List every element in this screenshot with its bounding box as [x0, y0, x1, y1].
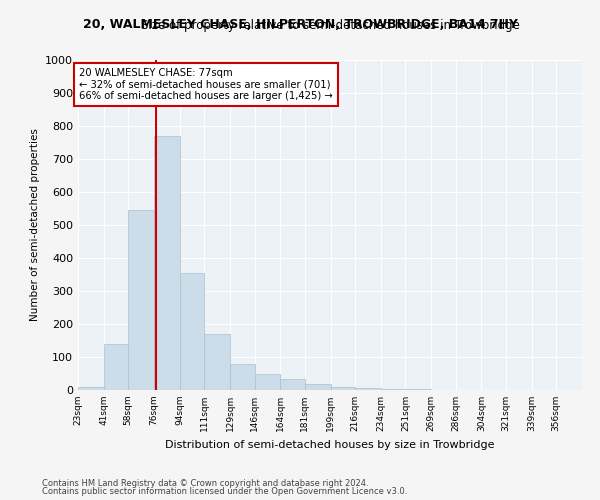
Text: Contains HM Land Registry data © Crown copyright and database right 2024.: Contains HM Land Registry data © Crown c…	[42, 478, 368, 488]
Bar	[78, 388, 104, 390]
Bar	[205, 334, 230, 390]
Bar	[254, 374, 280, 390]
Bar	[104, 344, 128, 390]
Title: Size of property relative to semi-detached houses in Trowbridge: Size of property relative to semi-detach…	[140, 20, 520, 32]
Bar	[128, 210, 154, 390]
Text: 20 WALMESLEY CHASE: 77sqm
← 32% of semi-detached houses are smaller (701)
66% of: 20 WALMESLEY CHASE: 77sqm ← 32% of semi-…	[79, 68, 333, 102]
Text: 20, WALMESLEY CHASE, HILPERTON, TROWBRIDGE, BA14 7HY: 20, WALMESLEY CHASE, HILPERTON, TROWBRID…	[83, 18, 517, 30]
Bar	[381, 389, 406, 390]
Bar	[305, 384, 331, 390]
Bar	[355, 388, 381, 390]
X-axis label: Distribution of semi-detached houses by size in Trowbridge: Distribution of semi-detached houses by …	[165, 440, 495, 450]
Bar	[331, 386, 355, 390]
Bar	[180, 273, 205, 390]
Bar	[280, 379, 305, 390]
Bar	[154, 136, 180, 390]
Text: Contains public sector information licensed under the Open Government Licence v3: Contains public sector information licen…	[42, 487, 407, 496]
Y-axis label: Number of semi-detached properties: Number of semi-detached properties	[29, 128, 40, 322]
Bar	[230, 364, 254, 390]
